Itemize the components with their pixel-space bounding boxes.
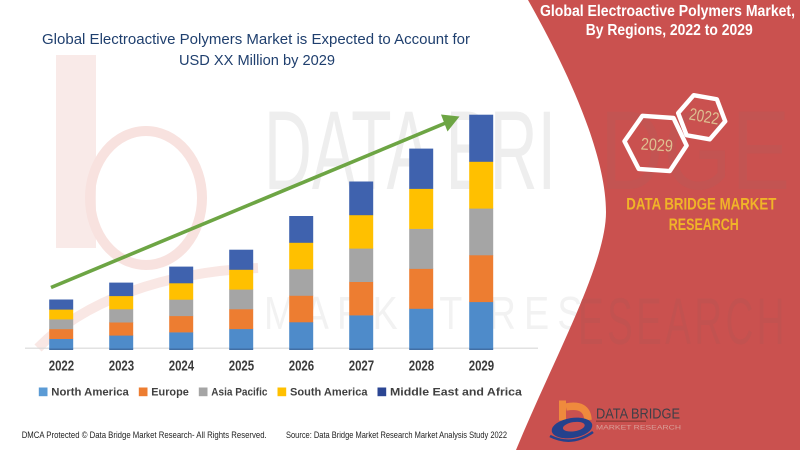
svg-text:2025: 2025 [229, 359, 255, 375]
svg-text:South America: South America [290, 387, 368, 399]
svg-text:ESEARCH: ESEARCH [578, 284, 788, 358]
svg-text:2026: 2026 [289, 359, 315, 375]
svg-text:2027: 2027 [349, 359, 375, 375]
svg-text:Europe: Europe [151, 387, 189, 399]
svg-text:RESEARCH: RESEARCH [669, 216, 739, 234]
svg-text:USD XX Million by 2029: USD XX Million by 2029 [179, 52, 335, 69]
svg-text:Global Electroactive Polymers: Global Electroactive Polymers Market, [540, 3, 795, 20]
svg-text:By Regions, 2022 to 2029: By Regions, 2022 to 2029 [586, 22, 753, 39]
svg-text:MARKET RESEARCH: MARKET RESEARCH [596, 425, 681, 432]
svg-text:2029: 2029 [469, 359, 495, 375]
svg-text:Asia Pacific: Asia Pacific [211, 387, 267, 399]
svg-text:Source: Data Bridge Market Res: Source: Data Bridge Market Research Mark… [286, 430, 507, 441]
svg-text:North America: North America [51, 387, 129, 399]
svg-text:2022: 2022 [688, 105, 721, 129]
svg-text:2023: 2023 [109, 359, 135, 375]
svg-text:MARKET RESEARCH: MARKET RESEARCH [264, 287, 764, 339]
svg-text:2024: 2024 [169, 359, 195, 375]
svg-text:DATA BRIDGE MARKET: DATA BRIDGE MARKET [626, 196, 776, 214]
svg-text:DATA BRIDGE: DATA BRIDGE [596, 406, 680, 423]
svg-text:DMCA Protected © Data Bridge M: DMCA Protected © Data Bridge Market Rese… [22, 430, 267, 441]
svg-text:Middle East and Africa: Middle East and Africa [390, 387, 523, 399]
svg-text:2022: 2022 [49, 359, 74, 375]
svg-text:2028: 2028 [409, 359, 435, 375]
svg-text:Global Electroactive Polymers: Global Electroactive Polymers Market is … [42, 31, 470, 48]
svg-text:2029: 2029 [640, 135, 673, 156]
